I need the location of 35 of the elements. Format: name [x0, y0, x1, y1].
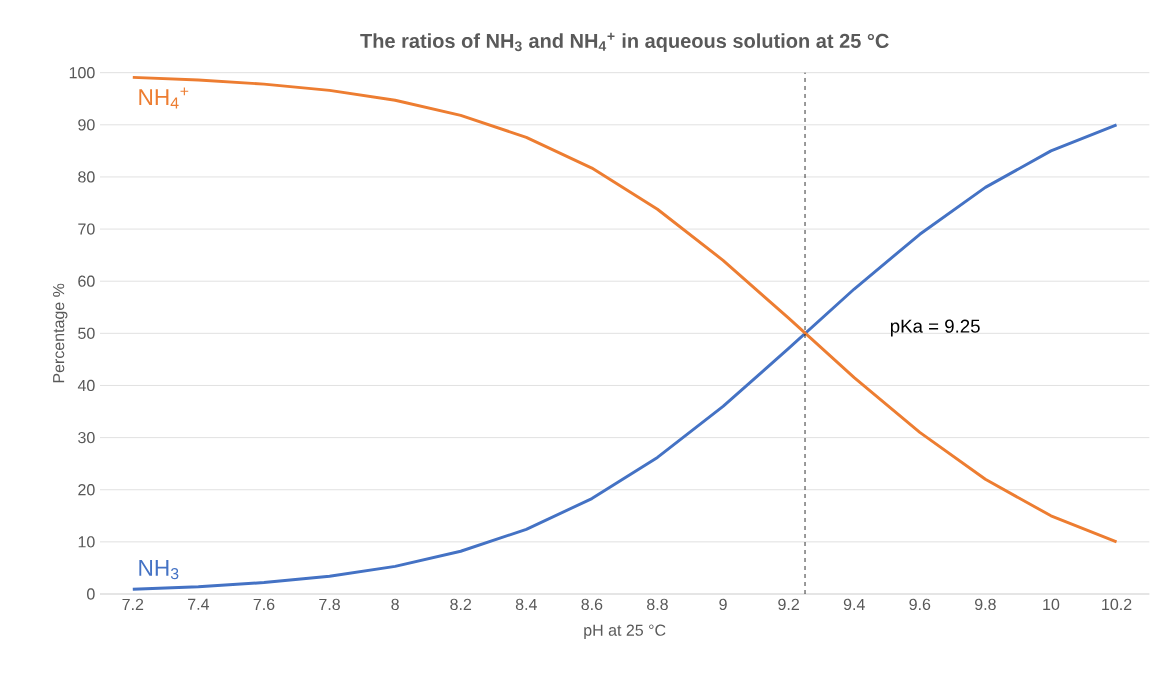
y-tick-label: 90	[78, 119, 95, 131]
series-label: NH$_{4}$+	[139, 87, 189, 109]
x-tick-label: 10.2	[1102, 598, 1132, 611]
y-tick-label: 80	[78, 171, 95, 183]
x-tick-label: 8.6	[581, 598, 603, 611]
x-tick-label: 7.8	[319, 598, 340, 611]
y-axis-title: Percentage %	[53, 283, 68, 383]
x-tick-label: 9.2	[778, 598, 799, 611]
x-tick-label: 9.4	[843, 598, 865, 611]
y-tick-label: 0	[87, 588, 95, 600]
x-tick-label: 8	[391, 598, 399, 611]
x-tick-label: 8.2	[450, 598, 472, 611]
y-tick-label: 30	[78, 431, 95, 444]
x-tick-label: 7.6	[253, 598, 275, 611]
y-tick-label: 10	[78, 536, 95, 548]
y-tick-label: 40	[77, 379, 95, 392]
y-tick-label: 60	[78, 275, 95, 287]
chart-title: The ratios of NH$_{3}$ and NH$_{4}$$^{+}$ in aqueous solution at 25 °C	[360, 32, 889, 52]
line-series	[131, 123, 1119, 591]
series-label: NH$_{3}$	[139, 560, 179, 580]
x-tick-label: 9.6	[909, 598, 931, 611]
x-tick-label: 9.8	[975, 598, 996, 611]
ref-line-label: pKa = 9.25	[890, 319, 980, 337]
x-tick-label: 8.4	[515, 598, 537, 611]
x-axis-title: pH at 25 °C	[584, 624, 666, 640]
x-tick-label: 7.4	[188, 598, 210, 610]
x-tick-label: 9	[719, 598, 727, 611]
y-tick-label: 50	[78, 327, 95, 339]
y-tick-label: 100	[69, 67, 95, 79]
y-tick-label: 70	[78, 223, 95, 235]
line-series	[131, 75, 1119, 544]
x-tick-label: 10	[1043, 598, 1060, 611]
x-tick-label: 7.2	[122, 598, 144, 610]
x-tick-label: 8.8	[647, 598, 668, 611]
y-tick-label: 20	[78, 484, 95, 496]
